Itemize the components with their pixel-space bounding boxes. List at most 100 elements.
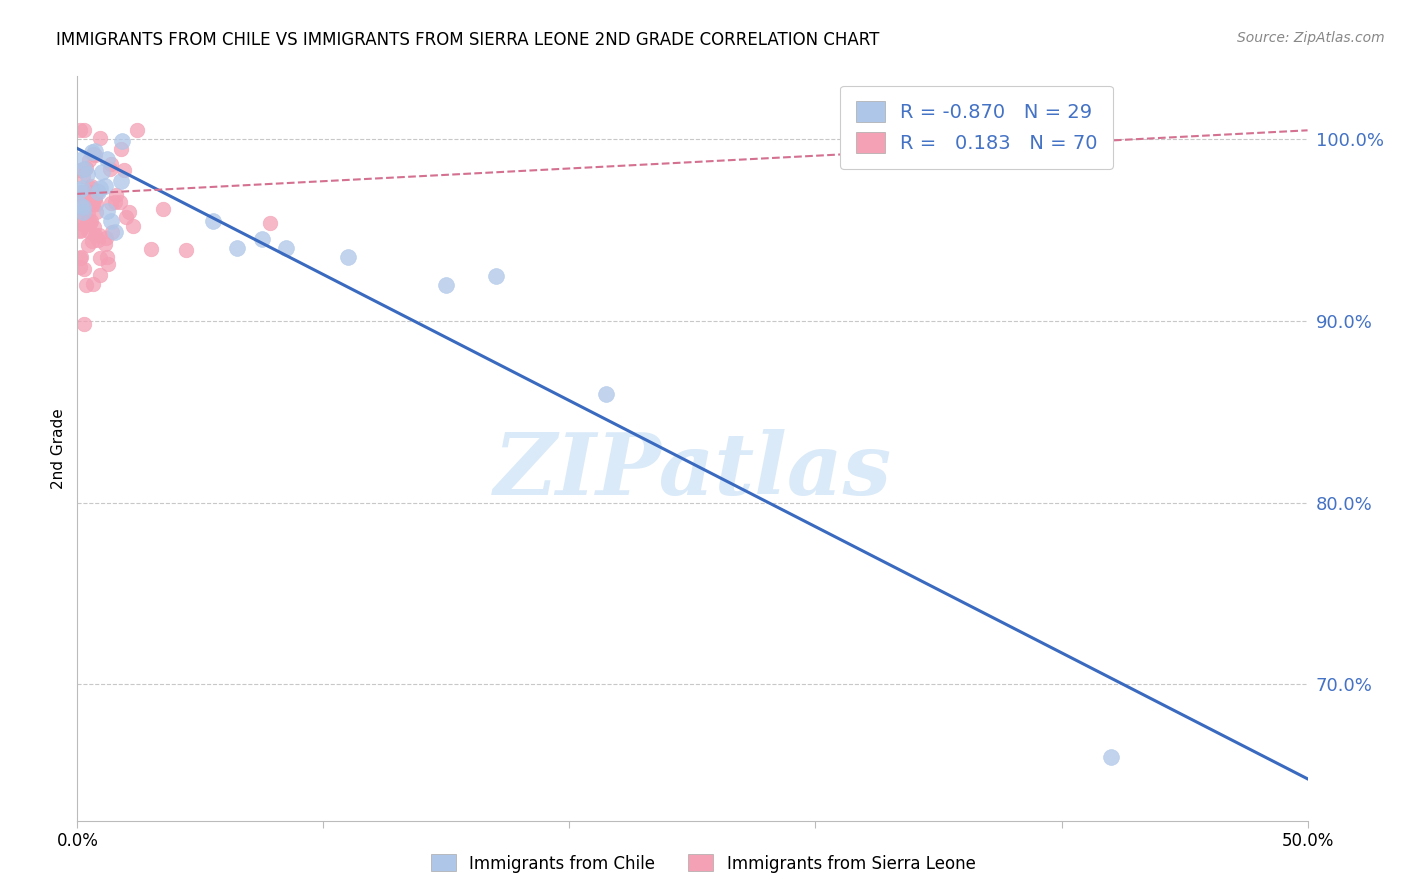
Point (69, 123, 91, 137)
Point (87, 233, 110, 247)
Point (93, 179, 115, 194)
Point (108, 195, 131, 210)
Point (80, 185, 103, 199)
Point (82, 277, 104, 291)
Point (87, 227, 110, 242)
Point (110, 174, 132, 188)
Point (80, 214, 103, 228)
Point (104, 188, 127, 202)
Point (77, 153, 100, 167)
Text: IMMIGRANTS FROM CHILE VS IMMIGRANTS FROM SIERRA LEONE 2ND GRADE CORRELATION CHAR: IMMIGRANTS FROM CHILE VS IMMIGRANTS FROM… (56, 31, 880, 49)
Point (89, 268, 111, 282)
Point (96, 204, 118, 219)
Point (72, 161, 94, 176)
Point (76, 216, 98, 230)
Point (83, 144, 105, 158)
Point (96, 153, 118, 167)
Point (69, 198, 91, 212)
Point (91, 165, 114, 179)
Point (89, 251, 111, 265)
Point (73, 262, 96, 277)
Point (94, 231, 117, 245)
Point (259, 216, 281, 230)
Point (436, 277, 458, 292)
Point (226, 241, 249, 255)
Point (82, 197, 104, 211)
Point (83, 189, 105, 203)
Point (76, 167, 98, 181)
Point (174, 244, 197, 258)
Point (96, 250, 118, 264)
Point (76, 207, 98, 221)
Point (112, 162, 135, 177)
Point (70, 213, 93, 227)
Point (201, 214, 224, 228)
Point (250, 232, 273, 246)
Point (72, 169, 94, 183)
Point (73, 123, 96, 137)
Point (83, 148, 105, 162)
Point (139, 242, 162, 256)
Point (101, 225, 124, 239)
Point (97, 257, 120, 271)
Point (69, 251, 91, 265)
Point (152, 202, 174, 216)
Legend: Immigrants from Chile, Immigrants from Sierra Leone: Immigrants from Chile, Immigrants from S… (423, 847, 983, 880)
Point (75, 278, 97, 293)
Point (111, 134, 134, 148)
Point (69, 182, 91, 196)
Point (69, 186, 91, 200)
Point (69, 216, 91, 230)
Point (276, 241, 298, 255)
Point (1099, 750, 1122, 764)
Y-axis label: 2nd Grade: 2nd Grade (51, 408, 66, 489)
Point (115, 210, 138, 224)
Point (76, 199, 98, 213)
Point (70, 180, 93, 194)
Point (89, 131, 111, 145)
Point (69, 200, 91, 214)
Point (80, 234, 103, 248)
Point (100, 214, 122, 228)
Point (77, 224, 100, 238)
Point (104, 225, 127, 239)
Point (100, 195, 122, 210)
Point (122, 219, 145, 233)
Point (117, 205, 139, 219)
Point (77, 238, 100, 252)
Point (73, 317, 96, 331)
Point (83, 219, 105, 234)
Point (69, 223, 91, 237)
Point (69, 163, 91, 178)
Point (84, 197, 107, 211)
Point (104, 194, 127, 209)
Point (79, 181, 101, 195)
Point (72, 200, 94, 214)
Point (70, 188, 93, 202)
Point (69, 201, 91, 215)
Point (84, 191, 107, 205)
Point (75, 161, 97, 176)
Point (69, 224, 91, 238)
Point (485, 268, 508, 283)
Point (69, 153, 91, 167)
Point (84, 205, 107, 219)
Point (100, 157, 122, 171)
Point (72, 194, 94, 209)
Point (87, 185, 110, 199)
Point (82, 146, 104, 161)
Text: ZIPatlas: ZIPatlas (494, 429, 891, 512)
Point (69, 260, 91, 274)
Point (110, 142, 132, 156)
Point (80, 179, 103, 194)
Point (98, 162, 121, 177)
Point (72, 205, 94, 219)
Text: Source: ZipAtlas.com: Source: ZipAtlas.com (1237, 31, 1385, 45)
Point (125, 123, 148, 137)
Point (69, 189, 91, 203)
Point (69, 250, 91, 264)
Point (87, 185, 110, 199)
Point (80, 145, 103, 160)
Legend: R = -0.870   N = 29, R =   0.183   N = 70: R = -0.870 N = 29, R = 0.183 N = 70 (839, 86, 1114, 169)
Point (79, 216, 101, 230)
